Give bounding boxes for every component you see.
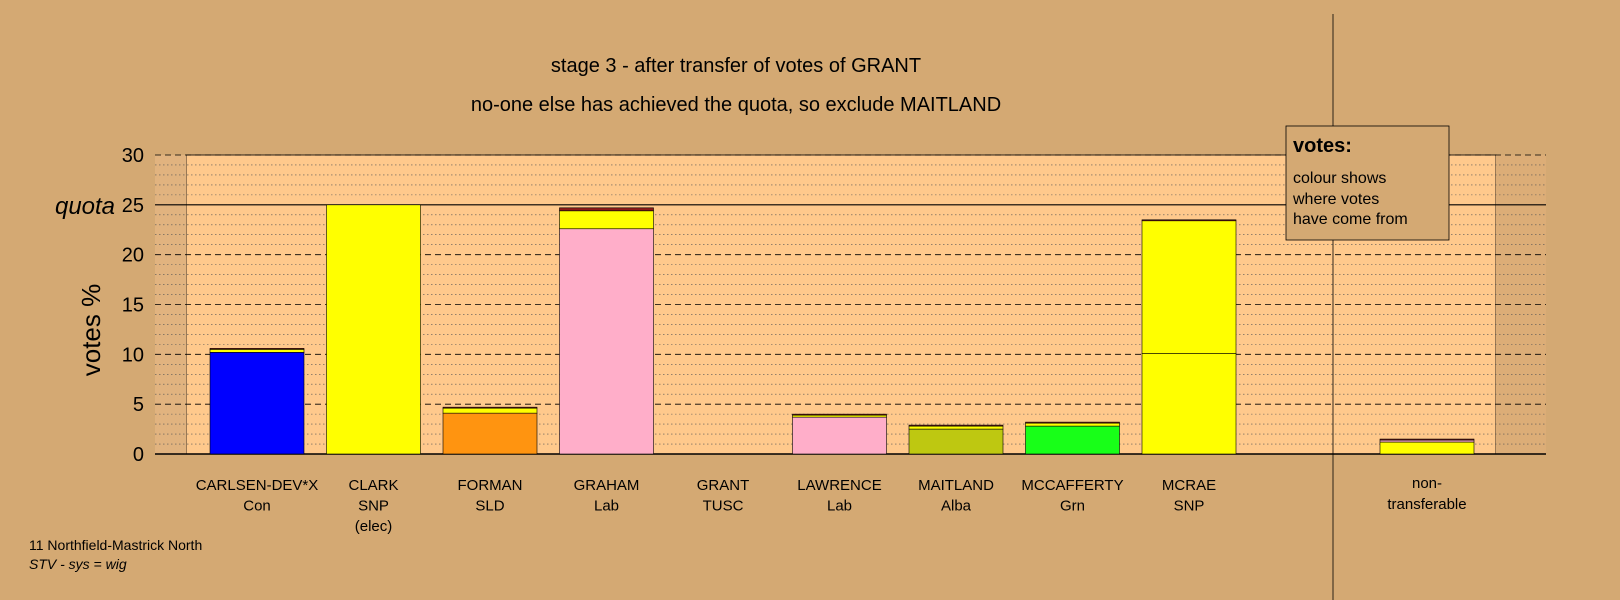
bar-segment-mcrae: [1141, 219, 1237, 222]
x-axis-labels: CARLSEN-DEV*X Con CLARK SNP (elec) FORMAN SLD G…: [196, 475, 1467, 535]
legend-line-3: have come from: [1293, 211, 1408, 228]
bar-segment-lawrence: [792, 413, 887, 416]
x-label-nontransferable: transferable: [1387, 496, 1466, 513]
bar-segment-mcrae: [1141, 353, 1237, 455]
x-label-nontransferable: non-: [1412, 475, 1442, 492]
bar-segment-forman: [442, 407, 538, 414]
x-label-mcrae: SNP: [1174, 498, 1205, 515]
y-tick-label: 25: [122, 195, 144, 217]
legend-line-2: where votes: [1292, 191, 1379, 208]
x-label-forman: FORMAN: [458, 477, 523, 494]
y-axis-ticks: 0 5 10 15 20 25 30: [122, 145, 144, 466]
chart-title: stage 3 - after transfer of votes of GRA…: [551, 55, 921, 77]
chart-subtitle: no-one else has achieved the quota, so e…: [471, 94, 1001, 116]
footer-constituency: 11 Northfield-Mastrick North: [29, 537, 202, 553]
x-label-mcrae: MCRAE: [1162, 477, 1216, 494]
x-label-lawrence: LAWRENCE: [797, 477, 881, 494]
x-label-clark: SNP: [358, 498, 389, 515]
x-label-graham: GRAHAM: [574, 477, 640, 494]
bar-segment-carlsen-dev-x: [209, 349, 305, 353]
y-tick-label: 30: [122, 145, 144, 167]
x-label-lawrence: Lab: [827, 498, 852, 515]
bar-segment-mccafferty: [1025, 422, 1120, 427]
quota-label: quota: [55, 193, 115, 220]
x-label-maitland: MAITLAND: [918, 477, 994, 494]
x-label-clark: CLARK: [348, 477, 398, 494]
x-label-mccafferty: Grn: [1060, 498, 1085, 515]
y-axis-label: votes %: [76, 284, 106, 377]
bar-segment-maitland: [908, 424, 1004, 427]
y-tick-label: 20: [122, 245, 144, 267]
bar-segment-graham: [559, 210, 654, 230]
x-label-maitland: Alba: [941, 498, 972, 515]
y-tick-label: 15: [122, 295, 144, 317]
bar-segment-graham: [559, 207, 654, 212]
x-label-clark: (elec): [355, 518, 393, 535]
bar-segment-carlsen-dev-x: [209, 348, 305, 350]
bar-segment-maitland: [908, 428, 1004, 455]
legend-box: [1285, 125, 1450, 241]
bar-segment-mccafferty: [1025, 421, 1120, 424]
legend: votes: colour shows where votes have com…: [1285, 125, 1450, 241]
x-label-grant: GRANT: [697, 477, 750, 494]
bar-segment-maitland: [908, 425, 1004, 430]
bar-segment-forman: [442, 412, 538, 455]
footer-system: STV - sys = wig: [29, 556, 127, 572]
bar-segment-lawrence: [792, 416, 887, 455]
bar-segment-forman: [442, 406, 538, 409]
legend-line-1: colour shows: [1293, 170, 1386, 187]
bar-segment-mcrae: [1141, 220, 1237, 354]
bar-segment-mccafferty: [1025, 425, 1120, 455]
bar-segment-nontransferable: [1379, 438, 1475, 441]
bar-segment-carlsen-dev-x: [209, 352, 305, 455]
x-label-mccafferty: MCCAFFERTY: [1021, 477, 1123, 494]
y-tick-label: 5: [133, 394, 144, 416]
y-tick-label: 10: [122, 344, 144, 366]
x-label-graham: Lab: [594, 498, 619, 515]
bar-segment-clark: [326, 204, 421, 455]
bar-segment-nontransferable: [1379, 441, 1475, 455]
bar-segment-graham: [559, 228, 654, 455]
legend-title: votes:: [1293, 135, 1352, 157]
y-tick-label: 0: [133, 444, 144, 466]
x-label-carlsen-dev-x: Con: [243, 498, 271, 515]
bars: [209, 204, 1475, 455]
x-label-forman: SLD: [475, 498, 504, 515]
x-label-grant: TUSC: [703, 498, 744, 515]
x-label-carlsen-dev-x: CARLSEN-DEV*X: [196, 477, 319, 494]
